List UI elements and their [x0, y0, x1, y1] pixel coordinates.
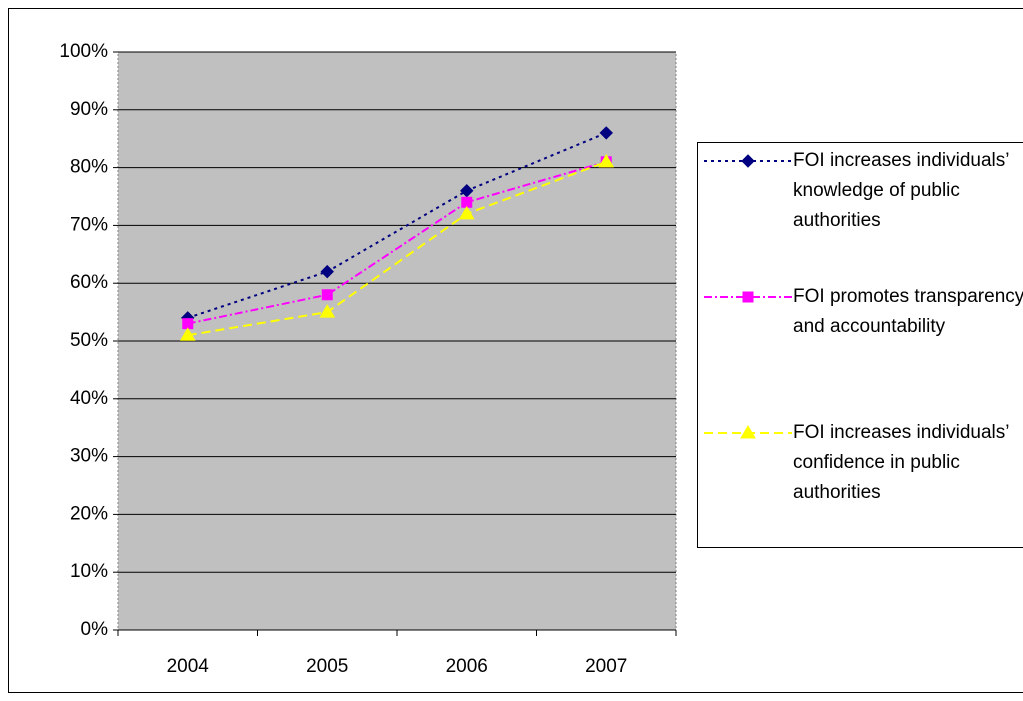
y-tick-label: 0%: [81, 619, 109, 640]
x-tick-label: 2007: [585, 656, 627, 677]
y-tick-label: 10%: [70, 561, 108, 582]
y-tick-label: 60%: [70, 272, 108, 293]
legend-swatch: [704, 291, 792, 303]
legend: FOI increases individuals’ knowledge of …: [697, 142, 1023, 548]
marker: [460, 184, 474, 198]
legend-swatch: [704, 425, 792, 439]
y-tick-label: 40%: [70, 388, 108, 409]
marker: [742, 291, 754, 303]
series-line: [187, 160, 607, 325]
legend-label: FOI increases individuals’ confidence in…: [793, 422, 1009, 503]
marker: [461, 196, 473, 208]
legend-label: FOI increases individuals’ knowledge of …: [793, 150, 1009, 231]
marker: [319, 304, 336, 318]
x-tick-label: 2006: [446, 656, 488, 677]
x-tick-label: 2004: [167, 656, 210, 677]
marker: [740, 425, 756, 439]
marker: [598, 153, 615, 168]
x-tick-label: 2005: [306, 656, 348, 677]
y-tick-label: 30%: [70, 446, 108, 467]
y-tick-label: 80%: [70, 157, 108, 178]
marker: [599, 126, 613, 140]
y-tick-label: 70%: [70, 214, 108, 235]
marker: [458, 205, 475, 220]
marker: [182, 318, 194, 330]
marker: [320, 264, 334, 279]
marker: [179, 327, 196, 341]
legend-swatch: [704, 154, 792, 168]
y-tick-label: 100%: [59, 41, 108, 62]
series-line: [187, 160, 607, 337]
marker: [741, 154, 755, 168]
legend-label: FOI promotes transparency and accountabi…: [793, 286, 1023, 337]
marker: [321, 289, 333, 301]
y-tick-label: 90%: [70, 99, 108, 120]
y-tick-label: 20%: [70, 503, 108, 524]
y-tick-label: 50%: [70, 330, 108, 351]
